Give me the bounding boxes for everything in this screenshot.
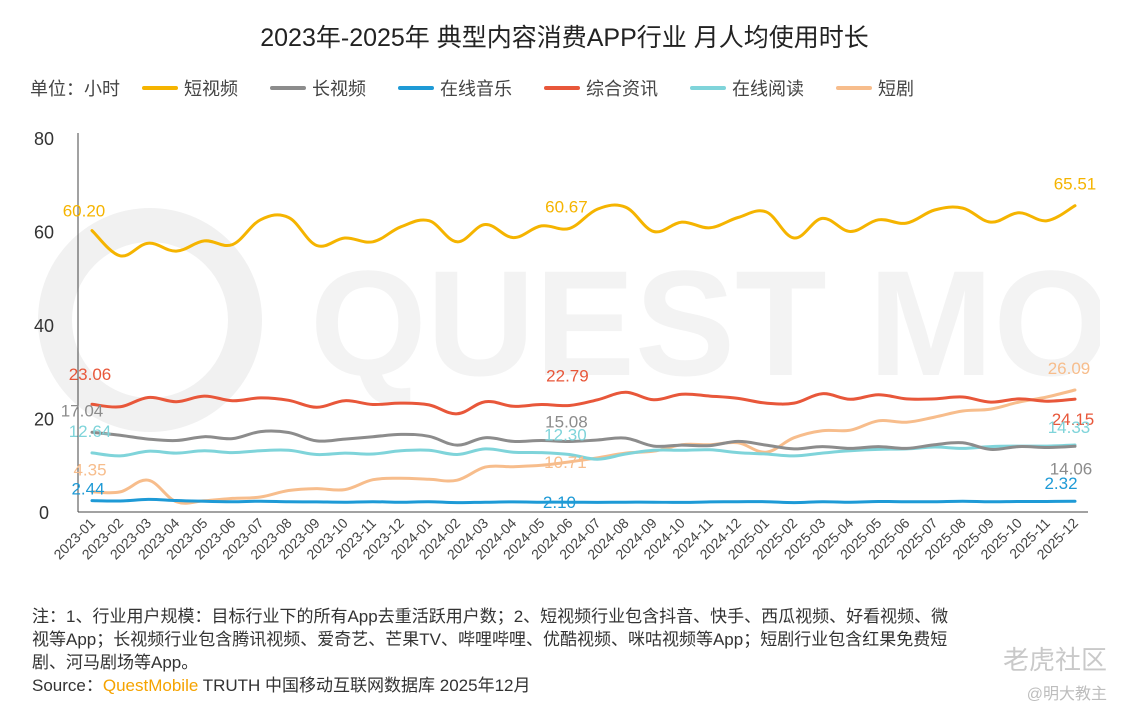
footnotes: 注：1、行业用户规模：目标行业下的所有App去重活跃用户数；2、短视频行业包含抖… [32,605,1092,697]
series-line [90,390,1077,416]
data-label: 17.04 [61,401,104,420]
legend-swatch [544,86,580,90]
data-label: 23.06 [69,365,112,384]
data-label: 4.35 [73,461,106,480]
source-brand[interactable]: QuestMobile [102,676,199,695]
legend-label: 短视频 [184,79,238,99]
series-line [90,388,1077,505]
data-label: 12.64 [69,422,112,441]
data-label: 26.09 [1048,359,1091,378]
legend-item-short-video: 短视频 [142,75,238,101]
legend-label: 在线音乐 [440,79,512,99]
data-label: 2.10 [543,493,576,512]
series-lines [90,203,1077,505]
note-line: 视等App；长视频行业包含腾讯视频、爱奇艺、芒果TV、哔哩哔哩、优酷视频、咪咕视… [32,630,948,649]
legend-item-news: 综合资讯 [544,75,658,101]
data-label: 24.15 [1052,410,1095,429]
legend-swatch [836,86,872,90]
community-watermark: 老虎社区 [1002,645,1107,675]
author-handle: @明大教主 [1026,686,1107,703]
data-label: 2.32 [1044,474,1077,493]
legend-swatch [690,86,726,90]
data-label: 10.71 [544,453,587,472]
note-line: 注：1、行业用户规模：目标行业下的所有App去重活跃用户数；2、短视频行业包含抖… [32,607,949,626]
chart-title: 2023年-2025年 典型内容消费APP行业 月人均使用时长 [260,24,869,52]
legend-label: 在线阅读 [732,79,804,99]
legend-item-online-music: 在线音乐 [398,75,512,101]
legend-label: 综合资讯 [586,79,658,99]
source-line: Source：QuestMobile TRUTH 中国移动互联网数据库 2025… [32,674,1092,697]
data-label: 12.30 [544,425,587,444]
legend-label: 短剧 [878,79,914,99]
series-line [90,429,1077,451]
data-label: 60.20 [63,202,106,221]
legend: 单位：小时 短视频 长视频 在线音乐 综合资讯 在线阅读 短剧 [30,76,946,100]
y-tick-label: 0 [39,503,49,523]
legend-item-online-reading: 在线阅读 [690,75,804,101]
y-tick-label: 80 [34,129,54,149]
data-label: 2.44 [71,480,104,499]
y-tick-label: 40 [34,316,54,336]
y-tick-label: 60 [34,223,54,243]
legend-swatch [142,86,178,90]
y-tick-label: 20 [34,410,54,430]
source-prefix: Source： [32,676,103,695]
line-chart: 0204060802023-012023-022023-032023-04202… [34,129,1097,562]
data-label: 22.79 [546,366,589,385]
legend-swatch [270,86,306,90]
series-line [90,203,1077,258]
data-label: 60.67 [545,197,588,216]
legend-swatch [398,86,434,90]
legend-item-long-video: 长视频 [270,75,366,101]
data-labels: 60.20 60.67 65.51 17.04 15.08 14.06 2.44 2.10 2.… [61,175,1097,512]
legend-label: 长视频 [312,79,366,99]
unit-label: 单位：小时 [30,79,120,99]
source-rest: TRUTH 中国移动互联网数据库 2025年12月 [198,676,531,695]
data-label: 14.06 [1050,459,1093,478]
note-line: 剧、河马剧场等App。 [32,653,199,672]
series-line [90,497,1077,505]
data-label: 15.08 [545,413,588,432]
legend-item-short-drama: 短剧 [836,75,914,101]
data-label: 65.51 [1054,175,1097,194]
data-label: 14.33 [1048,418,1091,437]
